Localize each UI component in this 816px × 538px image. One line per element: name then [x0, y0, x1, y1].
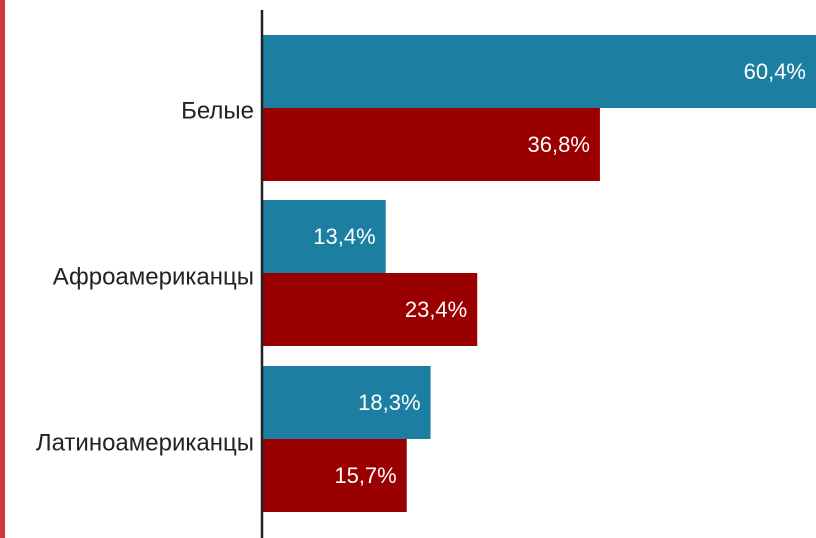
bar-value-label: 18,3% [358, 390, 420, 415]
bar-value-label: 36,8% [528, 132, 590, 157]
bar-series-1 [263, 366, 431, 439]
bar-value-label: 23,4% [405, 297, 467, 322]
bar-value-label: 60,4% [744, 59, 806, 84]
left-accent-stripe [0, 0, 5, 538]
category-label: Белые [181, 98, 254, 125]
bars-layer: Белые 60,4% 36,8% Афроамериканцы 13,4% 23,4% Л… [36, 35, 816, 512]
bar-value-label: 13,4% [313, 224, 375, 249]
category-label: Латиноамериканцы [36, 430, 254, 457]
bar-series-1 [263, 200, 386, 273]
bar-series-2 [263, 273, 478, 346]
bar-value-label: 15,7% [334, 463, 396, 488]
bar-series-2 [263, 108, 600, 181]
bar-series-2 [263, 439, 407, 512]
bar-series-1 [263, 35, 816, 108]
category-label: Афроамериканцы [53, 264, 254, 291]
